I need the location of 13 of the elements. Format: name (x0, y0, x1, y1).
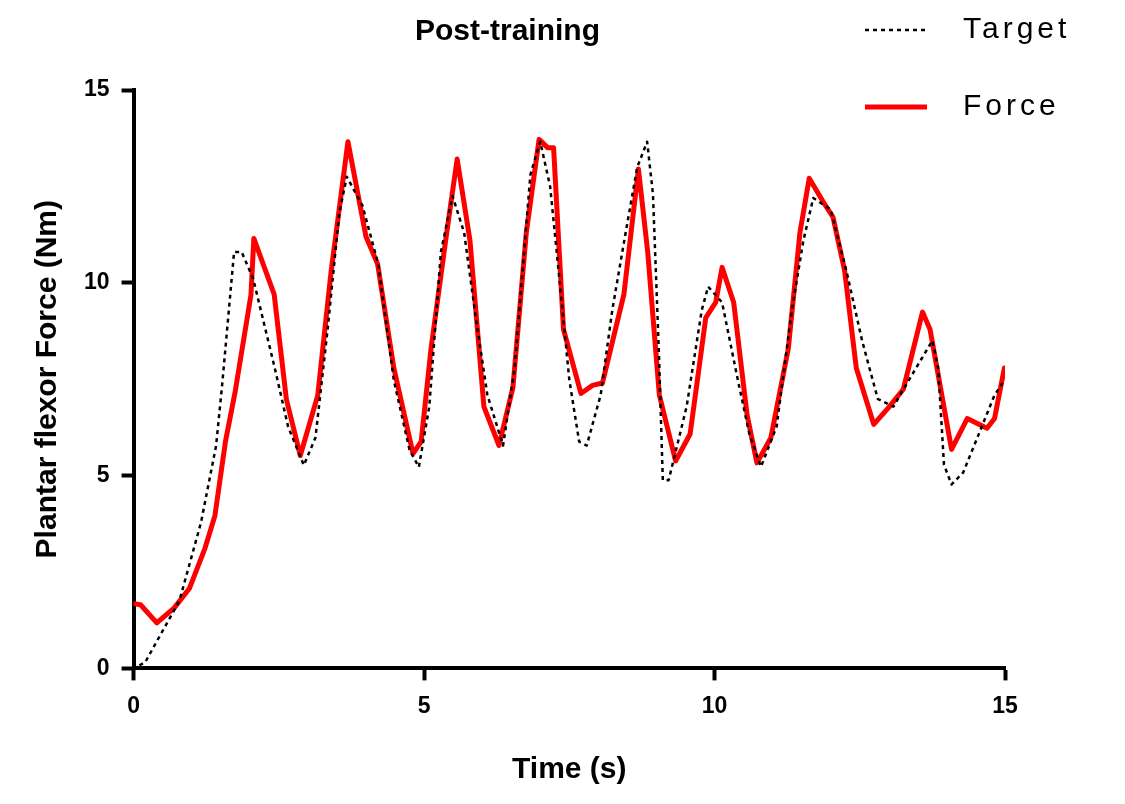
legend-label: Target (963, 11, 1071, 45)
x-tick-label: 0 (127, 691, 140, 718)
x-axis-title: Time (s) (512, 751, 627, 785)
y-axis-title: Plantar flexor Force (Nm) (29, 199, 63, 559)
y-tick-label: 0 (96, 653, 110, 680)
y-tick-label: 10 (83, 268, 110, 295)
x-tick-label: 15 (992, 691, 1018, 718)
legend-label: Force (963, 88, 1060, 122)
x-tick-label: 5 (417, 691, 431, 718)
y-tick-label: 5 (96, 460, 110, 487)
x-tick-label: 10 (701, 691, 728, 718)
chart-title: Post-training (415, 13, 600, 47)
y-tick-label: 15 (83, 75, 110, 102)
